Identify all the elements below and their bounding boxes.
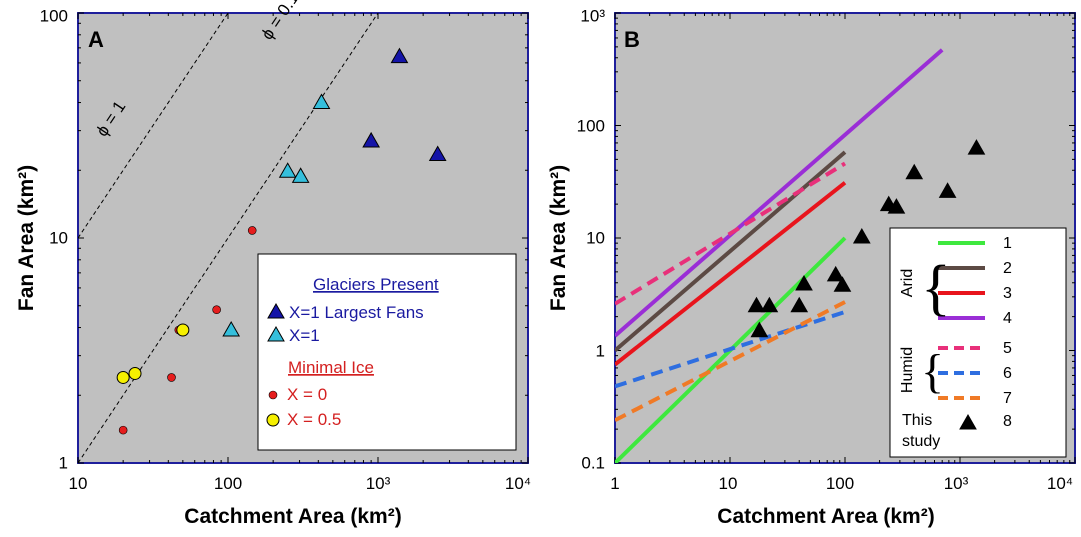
data-point-triangle (826, 265, 845, 282)
legend-group-label: Arid (899, 269, 916, 297)
data-point-triangle (967, 139, 986, 155)
x-axis-title: Catchment Area (km²) (184, 505, 401, 528)
data-point-circle (167, 373, 176, 382)
legend-a: Glaciers Present X=1 Largest Fans X=1 Mi… (257, 253, 517, 451)
legend-group-label: study (902, 433, 940, 450)
legend-b: 1 2 3 4 5 6 7 8 Arid { Humid { This study (889, 227, 1067, 458)
panel-label-b: B (624, 27, 640, 52)
legend-entry: 2 (1003, 260, 1012, 277)
data-point-circle (247, 226, 257, 235)
axis-ticks-a (77, 12, 529, 464)
panel-label-a: A (88, 27, 104, 52)
y-tick-label: 100 (40, 7, 68, 26)
y-tick-label: 1 (596, 342, 605, 361)
panel-a: A ϕ = 1 ϕ = 0.1 10 100 10³ 10⁴ 1 10 100 … (15, 0, 531, 528)
data-point-triangle (390, 47, 409, 64)
x-tick-label: 10⁴ (505, 474, 531, 493)
data-point-circle (212, 305, 221, 315)
legend-heading: Minimal Ice (288, 358, 374, 377)
data-point-triangle (938, 182, 957, 198)
y-tick-label: 10³ (580, 7, 605, 26)
legend-heading: Glaciers Present (313, 275, 439, 294)
data-point-triangle (278, 162, 297, 178)
y-tick-label: 1 (59, 454, 68, 473)
reference-line (78, 13, 229, 239)
data-point-circle (118, 425, 128, 435)
legend-marker (267, 325, 285, 342)
data-point-triangle (312, 93, 331, 110)
x-tick-label: 10 (719, 474, 738, 493)
x-tick-label: 100 (826, 474, 854, 493)
y-tick-label: 10 (49, 229, 68, 248)
data-point-triangle (887, 198, 906, 214)
data-points-a (116, 47, 447, 435)
series-line (615, 181, 847, 367)
legend-marker (268, 390, 278, 400)
series-line (615, 48, 944, 338)
x-tick-label: 100 (214, 474, 242, 493)
series-lines-b (615, 48, 944, 463)
series-line (615, 150, 847, 353)
legend-brace: { (921, 254, 951, 322)
reference-lines-a (78, 13, 379, 463)
legend-entry: X=1 Largest Fans (289, 303, 424, 322)
data-point-triangle (750, 321, 769, 338)
series-line (615, 161, 847, 306)
reference-line (78, 13, 379, 463)
data-point-triangle (795, 274, 813, 291)
legend-group-label: Humid (899, 347, 916, 393)
data-point-triangle (362, 131, 380, 148)
y-tick-label: 100 (577, 117, 605, 136)
data-point-triangle (222, 321, 241, 337)
y-tick-label: 0.1 (581, 454, 605, 473)
legend-entry: X = 0.5 (287, 410, 341, 429)
legend-marker (267, 302, 285, 319)
legend-entry: X=1 (289, 326, 320, 345)
data-point-triangle (428, 145, 447, 162)
panel-b: B 1 10 100 10³ 10⁴ 0.1 1 10 100 10³ Catc… (547, 7, 1076, 528)
data-point-circle (176, 323, 190, 337)
legend-brace: { (921, 345, 944, 398)
x-tick-label: 10³ (944, 474, 969, 493)
x-axis-title: Catchment Area (km²) (717, 505, 934, 528)
y-tick-label: 10 (586, 229, 605, 248)
data-point-circle (116, 370, 130, 384)
x-tick-label: 1 (610, 474, 619, 493)
legend-group-label: This (902, 412, 932, 429)
legend-entry: 5 (1003, 340, 1012, 357)
data-points-b (747, 139, 986, 338)
legend-box-a (257, 253, 517, 451)
legend-entry: 8 (1003, 413, 1012, 430)
data-point-triangle (833, 276, 852, 292)
legend-entry: 7 (1003, 390, 1012, 407)
series-line (615, 310, 846, 389)
x-tick-label: 10 (69, 474, 88, 493)
x-tick-label: 10⁴ (1047, 474, 1073, 493)
y-axis-title: Fan Area (km²) (15, 165, 38, 311)
data-point-triangle (790, 296, 809, 313)
data-point-triangle (760, 296, 779, 313)
legend-entry: 4 (1003, 310, 1012, 327)
data-point-triangle (747, 296, 766, 313)
data-point-triangle (852, 228, 871, 244)
data-point-triangle (905, 163, 924, 180)
legend-entry: 1 (1003, 235, 1012, 252)
x-tick-label: 10³ (366, 474, 391, 493)
data-point-triangle (291, 167, 310, 183)
legend-entries-b: 1 2 3 4 5 6 7 8 (938, 235, 1012, 430)
legend-entry: 6 (1003, 365, 1012, 382)
legend-marker (266, 413, 280, 427)
legend-marker (959, 413, 977, 430)
legend-entry: X = 0 (287, 385, 327, 404)
legend-entry: 3 (1003, 285, 1012, 302)
series-line (615, 300, 846, 423)
data-point-circle (128, 366, 142, 380)
y-axis-title: Fan Area (km²) (547, 165, 570, 311)
